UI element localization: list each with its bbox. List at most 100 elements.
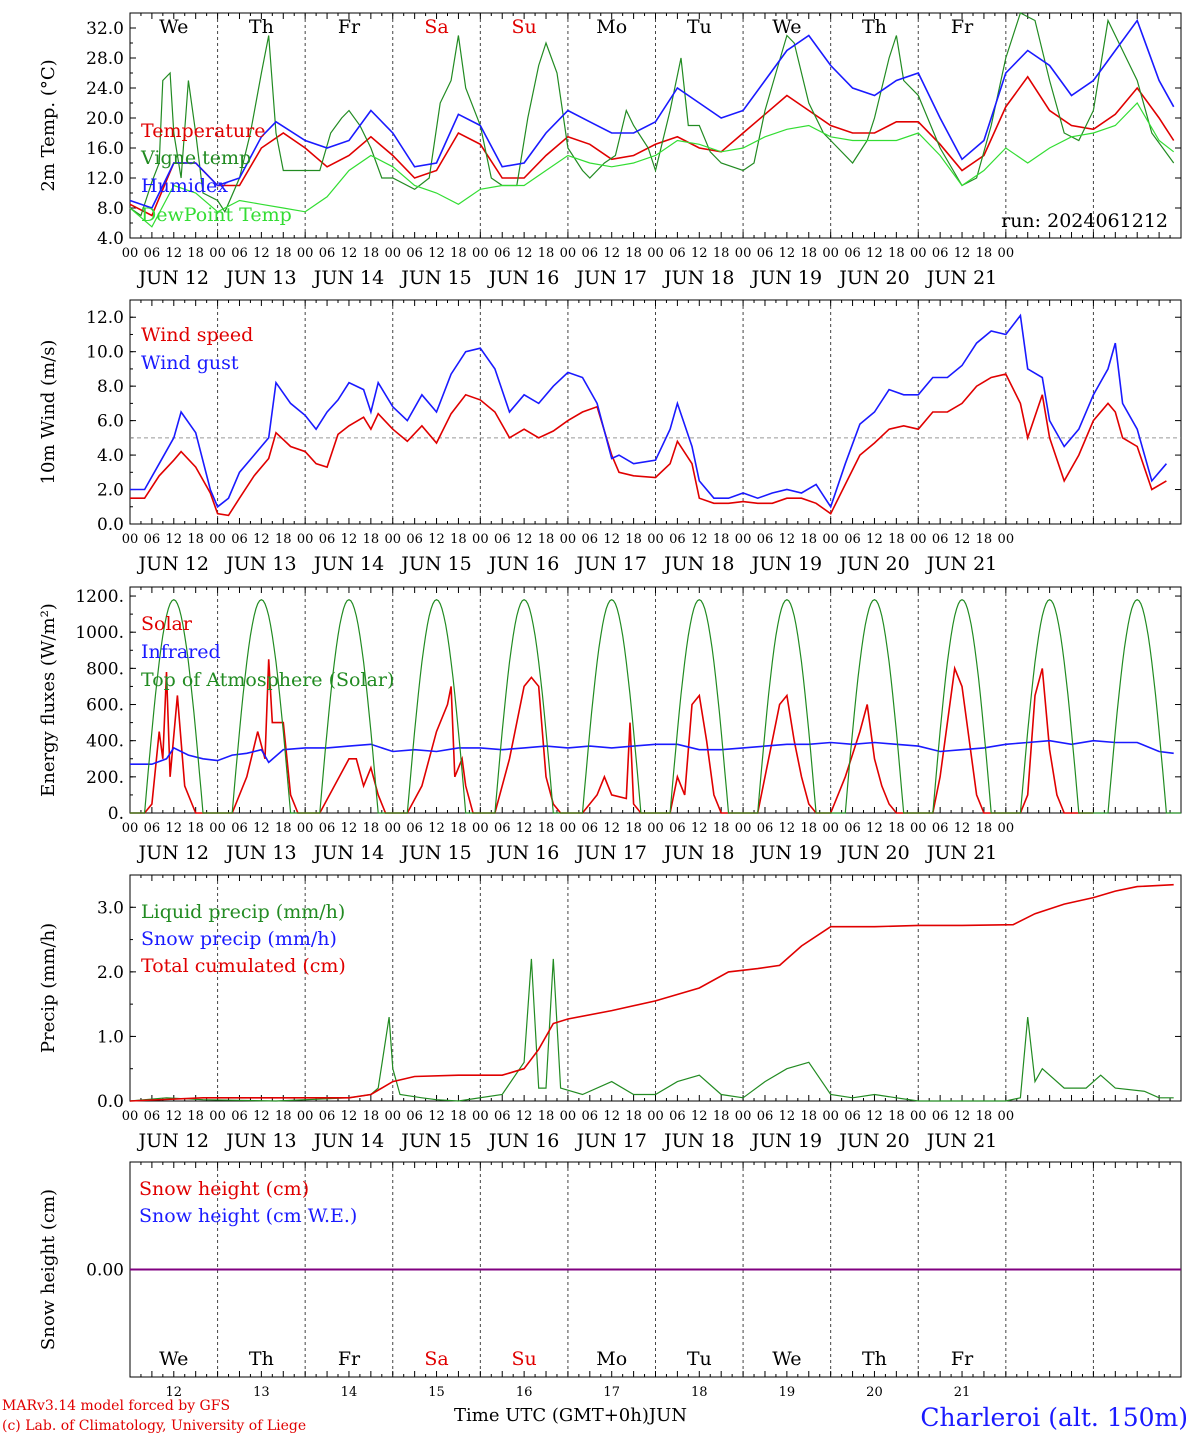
hour-label: 18 — [538, 821, 555, 836]
hour-label: 00 — [472, 1109, 489, 1124]
weekday-top: Mo — [596, 16, 627, 38]
hour-label: 12 — [166, 1109, 183, 1124]
y-tick-label: 3.0 — [97, 898, 124, 918]
hour-label: 06 — [582, 821, 599, 836]
hour-label: 18 — [363, 532, 380, 547]
weekday-bottom: We — [159, 1348, 188, 1370]
hour-label: 00 — [910, 821, 927, 836]
hour-label: 06 — [406, 246, 423, 261]
hour-label: 06 — [494, 246, 511, 261]
hour-label: 18 — [275, 821, 292, 836]
date-label: JUN 18 — [662, 842, 734, 864]
hour-label: 00 — [209, 246, 226, 261]
date-label: JUN 15 — [399, 267, 471, 289]
hour-label: 12 — [341, 246, 358, 261]
hour-label: 06 — [669, 246, 686, 261]
hour-label: 06 — [669, 532, 686, 547]
hour-label: 18 — [976, 1109, 993, 1124]
hour-label: 06 — [406, 821, 423, 836]
weekday-bottom: We — [772, 1348, 801, 1370]
hour-label: 18 — [625, 821, 642, 836]
hour-label: 00 — [735, 821, 752, 836]
date-label: JUN 17 — [574, 267, 646, 289]
model-credit: MARv3.14 model forced by GFS — [2, 1398, 231, 1414]
y-axis-label: Precip (mm/h) — [38, 923, 59, 1053]
hour-label: 00 — [647, 821, 664, 836]
series-line — [129, 883, 1174, 1102]
hour-label: 18 — [625, 246, 642, 261]
date-label: JUN 18 — [662, 267, 734, 289]
hour-label: 06 — [844, 821, 861, 836]
hour-label: 12 — [954, 821, 971, 836]
legend-entry: Temperature — [141, 120, 265, 142]
hour-label: 00 — [297, 1109, 314, 1124]
hour-label: 12 — [691, 246, 708, 261]
y-tick-label: 200. — [86, 768, 124, 788]
date-label: JUN 17 — [574, 842, 646, 864]
bottom-day-number: 13 — [253, 1385, 270, 1400]
hour-label: 06 — [932, 1109, 949, 1124]
y-tick-label: 4.0 — [97, 446, 124, 466]
hour-label: 00 — [998, 532, 1015, 547]
bottom-day-number: 21 — [954, 1385, 971, 1400]
legend-entry: Snow precip (mm/h) — [141, 928, 337, 950]
hour-label: 18 — [187, 821, 204, 836]
y-tick-label: 0.0 — [97, 515, 124, 535]
hour-label: 00 — [822, 532, 839, 547]
weekday-bottom: Sa — [424, 1348, 448, 1370]
series-line — [129, 18, 1175, 209]
panel-1 — [129, 12, 1182, 239]
hour-label: 12 — [166, 532, 183, 547]
date-label: JUN 15 — [399, 1130, 471, 1152]
date-label: JUN 19 — [750, 842, 822, 864]
y-tick-label: 1.0 — [97, 1027, 124, 1047]
weekday-bottom: Mo — [596, 1348, 627, 1370]
hour-label: 00 — [384, 532, 401, 547]
month-label: JUN — [648, 1405, 688, 1426]
hour-label: 00 — [647, 1109, 664, 1124]
hour-label: 18 — [450, 532, 467, 547]
y-tick-label: 600. — [86, 696, 124, 716]
time-axis-label: Time UTC (GMT+0h)JUN — [454, 1405, 687, 1426]
hour-label: 18 — [538, 246, 555, 261]
hour-label: 06 — [144, 246, 161, 261]
hour-label: 06 — [932, 246, 949, 261]
hour-label: 06 — [406, 1109, 423, 1124]
hour-label: 12 — [516, 821, 533, 836]
legend-entry: Liquid precip (mm/h) — [141, 901, 345, 923]
bottom-day-number: 12 — [166, 1385, 183, 1400]
hour-label: 00 — [297, 246, 314, 261]
date-label: JUN 14 — [312, 267, 384, 289]
hour-label: 06 — [932, 821, 949, 836]
hour-label: 12 — [428, 246, 445, 261]
bottom-day-number: 19 — [779, 1385, 796, 1400]
hour-label: 12 — [253, 821, 270, 836]
hour-label: 00 — [384, 821, 401, 836]
hour-label: 00 — [472, 532, 489, 547]
legend-entry: Infrared — [141, 641, 221, 663]
hour-label: 00 — [998, 1109, 1015, 1124]
date-label: JUN 13 — [224, 267, 296, 289]
hour-label: 06 — [144, 821, 161, 836]
hour-label: 18 — [713, 821, 730, 836]
y-tick-label: 16.0 — [86, 139, 124, 159]
legend-entry: DewPoint Temp — [141, 204, 292, 226]
weekday-bottom: Tu — [687, 1348, 712, 1370]
hour-label: 00 — [472, 246, 489, 261]
hour-label: 18 — [363, 821, 380, 836]
date-label: JUN 19 — [750, 553, 822, 575]
bottom-day-number: 17 — [603, 1385, 620, 1400]
hour-label: 12 — [253, 1109, 270, 1124]
y-tick-label: 400. — [86, 732, 124, 752]
hour-label: 12 — [691, 532, 708, 547]
station-label: Charleroi (alt. 150m) — [920, 1403, 1188, 1432]
hour-label: 12 — [253, 246, 270, 261]
series-line — [130, 373, 1167, 517]
hour-label: 00 — [822, 1109, 839, 1124]
date-label: JUN 20 — [837, 1130, 909, 1152]
hour-label: 18 — [800, 821, 817, 836]
y-tick-label: 20.0 — [86, 109, 124, 129]
hour-label: 06 — [844, 1109, 861, 1124]
hour-label: 06 — [231, 532, 248, 547]
